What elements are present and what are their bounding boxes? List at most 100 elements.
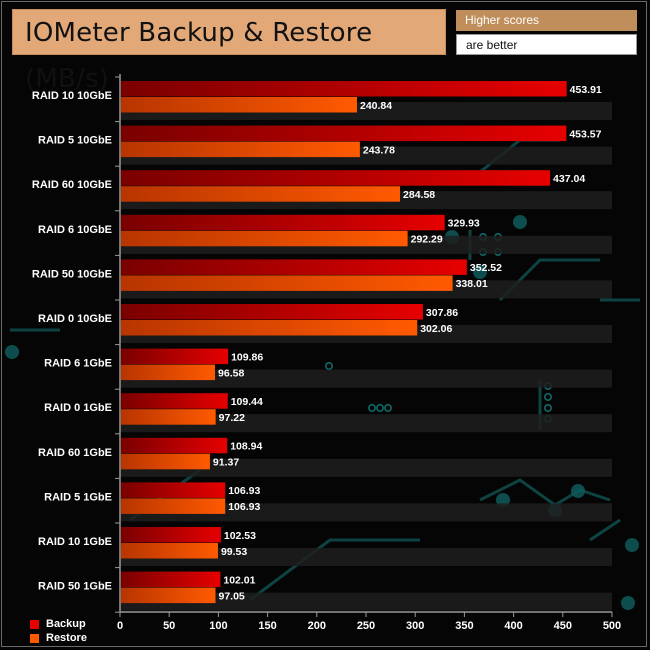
value-label-restore-raid-60-10gbe: 284.58 [403,189,435,201]
circuit-node [473,265,487,279]
legend-label-backup: Backup [46,618,86,630]
category-label-raid-60-10gbe: RAID 60 10GbE [32,179,112,191]
bar-restore-raid-60-1gbe [121,453,210,470]
category-label-raid-0-1gbe: RAID 0 1GbE [44,402,112,414]
bar-backup-raid-5-10gbe [121,125,567,142]
row-band [120,458,612,477]
legend-item-backup: Backup [30,617,87,631]
bar-restore-raid-6-1gbe [121,364,216,381]
category-label-raid-6-10gbe: RAID 6 10GbE [38,224,112,236]
bar-restore-raid-6-10gbe [121,230,408,247]
x-tick-label: 350 [455,620,473,632]
circuit-trace [589,518,621,542]
value-label-backup-raid-60-10gbe: 437.04 [553,173,585,185]
circuit-trace [249,538,420,602]
chart-title: IOMeter Backup & Restore (MB/s) [12,9,446,94]
circuit-pad [544,393,552,401]
circuit-pad [384,404,392,412]
value-label-backup-raid-5-1gbe: 106.93 [228,485,260,497]
value-label-restore-raid-5-1gbe: 106.93 [228,501,260,513]
legend-swatch-restore [30,633,39,643]
category-label-raid-50-1gbe: RAID 50 1GbE [38,581,112,593]
category-label-raid-5-1gbe: RAID 5 1GbE [44,491,112,503]
value-label-restore-raid-0-10gbe: 302.06 [420,323,452,335]
value-label-restore-raid-50-1gbe: 97.05 [218,590,244,602]
legend-item-restore: Restore [30,631,87,645]
row-band [120,503,612,522]
value-label-backup-raid-10-1gbe: 102.53 [224,530,256,542]
circuit-pad [544,404,552,412]
bar-restore-raid-0-1gbe [121,409,216,425]
bar-restore-raid-50-1gbe [121,587,216,604]
note-higher-scores: Higher scores [456,10,637,31]
legend: Backup Restore [30,617,87,645]
value-label-backup-raid-6-1gbe: 109.86 [231,351,263,363]
bar-backup-raid-0-1gbe [121,393,228,409]
circuit-pad [325,362,333,370]
bar-backup-raid-60-10gbe [121,170,551,186]
value-label-restore-raid-60-1gbe: 91.37 [213,457,239,469]
circuit-node [625,538,639,552]
row-band [120,369,612,388]
value-label-backup-raid-10-10gbe: 453.91 [570,84,602,96]
bar-backup-raid-0-10gbe [121,304,423,320]
row-band [120,592,612,611]
bar-backup-raid-10-10gbe [121,81,567,97]
x-tick-label: 300 [406,620,424,632]
x-tick-label: 400 [504,620,522,632]
row-band [120,414,612,433]
bar-backup-raid-50-1gbe [121,571,221,588]
value-label-backup-raid-6-10gbe: 329.93 [448,218,480,230]
value-label-restore-raid-10-10gbe: 240.84 [360,100,392,112]
value-label-restore-raid-6-1gbe: 96.58 [218,367,244,379]
value-label-backup-raid-0-10gbe: 307.86 [426,307,458,319]
category-label-raid-5-10gbe: RAID 5 10GbE [38,135,112,147]
bar-restore-raid-60-10gbe [121,186,401,202]
bar-backup-raid-6-10gbe [121,214,445,231]
category-label-raid-60-1gbe: RAID 60 1GbE [38,447,112,459]
bar-backup-raid-50-10gbe [121,259,467,275]
bar-restore-raid-5-1gbe [121,498,226,514]
legend-label-restore: Restore [46,632,87,644]
value-label-restore-raid-6-10gbe: 292.29 [411,234,443,246]
value-label-restore-raid-5-10gbe: 243.78 [363,144,395,156]
circuit-pad [376,404,384,412]
x-tick-label: 150 [258,620,276,632]
value-label-backup-raid-60-1gbe: 108.94 [230,441,262,453]
value-label-restore-raid-0-1gbe: 97.22 [219,412,245,424]
value-label-backup-raid-5-10gbe: 453.57 [569,128,601,140]
value-label-backup-raid-0-1gbe: 109.44 [231,396,263,408]
circuit-node [621,596,635,610]
category-label-raid-10-1gbe: RAID 10 1GbE [38,536,112,548]
x-tick-label: 250 [357,620,375,632]
bar-restore-raid-50-10gbe [121,275,453,291]
bar-backup-raid-10-1gbe [121,527,221,543]
note-are-better: are better [456,34,637,55]
value-label-backup-raid-50-10gbe: 352.52 [470,262,502,274]
bar-restore-raid-5-10gbe [121,141,360,158]
circuit-node [5,345,19,359]
value-label-restore-raid-50-10gbe: 338.01 [456,278,488,290]
circuit-node [513,215,527,229]
bar-restore-raid-10-1gbe [121,543,218,559]
category-label-raid-10-10gbe: RAID 10 10GbE [32,90,112,102]
circuit-node [571,484,585,498]
x-tick-label: 200 [308,620,326,632]
value-label-restore-raid-10-1gbe: 99.53 [221,546,247,558]
bar-backup-raid-60-1gbe [121,437,228,454]
category-label-raid-6-1gbe: RAID 6 1GbE [44,358,112,370]
bar-restore-raid-0-10gbe [121,320,418,336]
category-label-raid-0-10gbe: RAID 0 10GbE [38,313,112,325]
legend-swatch-backup [30,619,39,629]
x-tick-label: 500 [603,620,621,632]
bar-restore-raid-10-10gbe [121,97,357,113]
bar-backup-raid-5-1gbe [121,482,226,498]
category-label-raid-50-10gbe: RAID 50 10GbE [32,268,112,280]
circuit-pad [368,404,376,412]
x-tick-label: 450 [554,620,572,632]
x-tick-label: 100 [209,620,227,632]
value-label-backup-raid-50-1gbe: 102.01 [223,574,255,586]
row-band [120,548,612,566]
bar-backup-raid-6-1gbe [121,348,229,365]
